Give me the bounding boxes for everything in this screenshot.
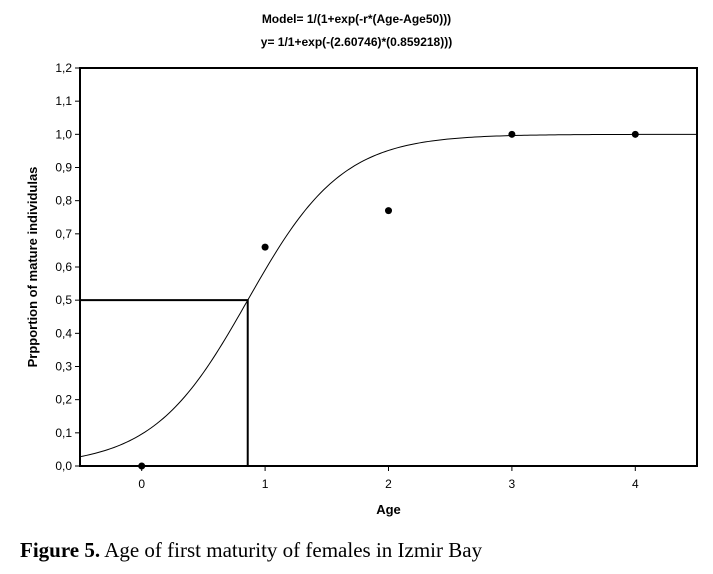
y-tick-label: 1,0 xyxy=(55,127,72,141)
y-tick-label: 0,8 xyxy=(55,194,72,208)
y-tick-label: 0,1 xyxy=(55,426,72,440)
data-point xyxy=(508,130,516,138)
x-tick-label: 2 xyxy=(385,477,392,491)
data-point xyxy=(631,130,639,138)
chart-title-line-1: Model= 1/(1+exp(-r*(Age-Age50))) xyxy=(261,12,452,26)
y-tick-label: 1,1 xyxy=(55,94,72,108)
x-tick-label: 1 xyxy=(262,477,269,491)
x-tick-label: 3 xyxy=(509,477,516,491)
y-tick-label: 0,2 xyxy=(55,393,72,407)
x-axis-title: Age xyxy=(376,502,401,517)
y-tick-label: 0,3 xyxy=(55,360,72,374)
caption-text: Age of first maturity of females in Izmi… xyxy=(100,538,483,562)
y-tick-label: 0,0 xyxy=(55,459,72,473)
data-point xyxy=(385,207,392,215)
y-tick-label: 0,9 xyxy=(55,161,72,175)
y-tick-label: 1,2 xyxy=(55,61,72,75)
plot-frame xyxy=(79,67,698,467)
y-tick-label: 0,6 xyxy=(55,260,72,274)
data-point xyxy=(261,243,269,251)
x-axis-ticks: 0 1 2 3 4 xyxy=(138,466,639,491)
y-tick-label: 0,5 xyxy=(55,293,72,307)
y-tick-label: 0,4 xyxy=(55,326,72,340)
x-tick-label: 0 xyxy=(138,477,145,491)
caption-label: Figure 5. xyxy=(20,538,101,562)
y-axis-title: Prpportion of mature individulas xyxy=(25,167,40,368)
logistic-fit-curve xyxy=(79,133,697,458)
x-tick-label: 4 xyxy=(632,477,639,491)
y-axis-ticks: 0,0 0,1 0,2 0,3 0,4 0,5 0,6 0,7 0,8 0,9 1,0 1,1 1,2 xyxy=(55,61,80,473)
y-tick-label: 0,7 xyxy=(55,227,72,241)
age50-reference-lines xyxy=(80,299,249,466)
figure-caption: Figure 5. Age of first maturity of femal… xyxy=(20,538,482,563)
chart-title-line-2: y= 1/1+exp(-(2.60746)*(0.859218))) xyxy=(260,35,453,49)
